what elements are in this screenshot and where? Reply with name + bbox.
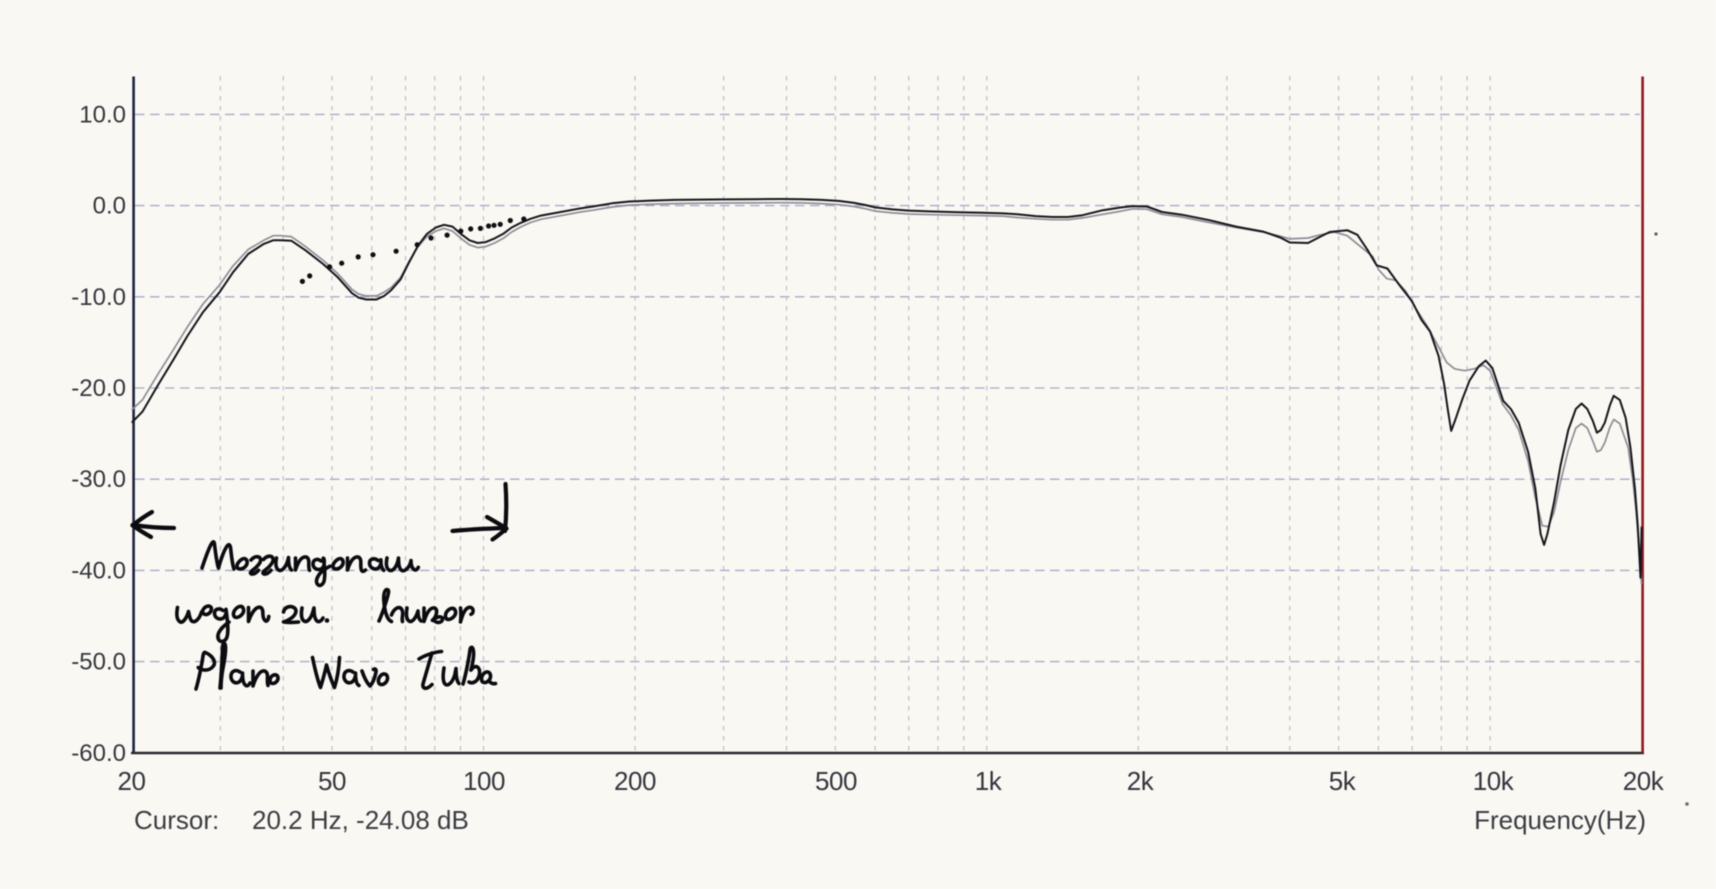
svg-text:10.0: 10.0: [79, 101, 126, 128]
svg-text:2k: 2k: [1127, 766, 1155, 796]
svg-text:-10.0: -10.0: [71, 284, 126, 311]
svg-text:0.0: 0.0: [93, 193, 126, 220]
svg-text:1k: 1k: [975, 766, 1003, 796]
svg-text:5k: 5k: [1329, 766, 1357, 796]
svg-text:20: 20: [118, 766, 146, 796]
svg-text:Frequency(Hz): Frequency(Hz): [1474, 805, 1646, 835]
svg-text:Cursor:: Cursor:: [134, 805, 219, 835]
svg-text:-30.0: -30.0: [71, 466, 126, 493]
svg-text:10k: 10k: [1473, 766, 1515, 796]
svg-text:500: 500: [815, 766, 857, 796]
svg-text:-40.0: -40.0: [71, 557, 126, 584]
svg-text:20k: 20k: [1623, 766, 1665, 796]
svg-text:200: 200: [614, 766, 656, 796]
svg-text:-20.0: -20.0: [71, 375, 126, 402]
svg-text:50: 50: [318, 766, 346, 796]
svg-text:-60.0: -60.0: [71, 740, 126, 767]
svg-text:100: 100: [463, 766, 505, 796]
svg-text:-50.0: -50.0: [71, 649, 126, 676]
svg-text:20.2 Hz, -24.08 dB: 20.2 Hz, -24.08 dB: [252, 805, 469, 835]
